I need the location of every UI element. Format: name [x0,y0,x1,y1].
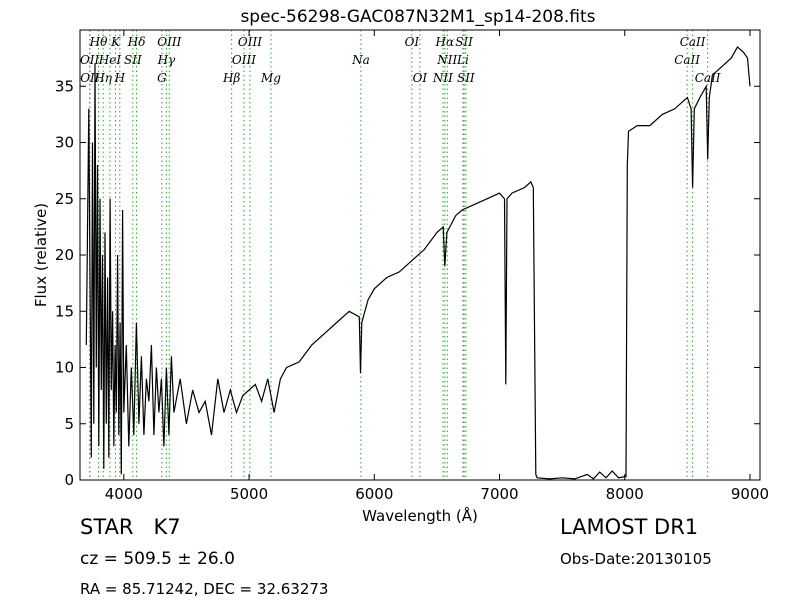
x-tick-label: 5000 [230,485,268,503]
spectral-line-label: Hβ [222,71,240,85]
spectral-line-label: Na [351,53,370,67]
survey: LAMOST DR1 [560,515,698,539]
spectral-line-label: OII [80,53,100,67]
x-tick-label: 9000 [731,485,769,503]
spectral-line-label: H [114,71,126,85]
spectral-line-label: K [110,35,121,49]
redshift: cz = 509.5 ± 26.0 [80,549,235,569]
spectral-line-label: Hα [435,35,455,49]
y-axis-label: Flux (relative) [32,203,50,307]
x-axis-label: Wavelength (Å) [362,506,478,525]
y-tick-label: 10 [55,359,74,377]
coordinates: RA = 85.71242, DEC = 32.63273 [80,580,328,598]
y-tick-label: 15 [55,302,74,320]
spectral-line-label: OI [413,71,428,85]
spectral-line-label: NII [432,71,453,85]
x-tick-label: 7000 [480,485,518,503]
chart-title: spec-56298-GAC087N32M1_sp14-208.fits [240,7,595,27]
spectral-line-label: SII [455,35,473,49]
spectral-line-label: NII [436,53,457,67]
spectral-line-label: OIII [232,53,256,67]
spectral-line-label: Hδ [127,35,146,49]
spectral-line-label: CaII [695,71,721,85]
spectral-line-label: Hη [93,71,112,85]
spectral-line-label: Hγ [157,53,176,67]
object-class: STAR K7 [80,515,181,539]
spectral-line-label: OIII [157,35,181,49]
x-tick-label: 8000 [606,485,644,503]
y-tick-label: 30 [55,134,74,152]
y-tick-label: 20 [55,246,74,264]
spectral-line-label: SII [124,53,142,67]
spectral-line-label: CaII [680,35,706,49]
spectral-line-label: G [157,71,167,85]
spectral-line-label: OI [405,35,420,49]
y-tick-label: 5 [64,415,74,433]
x-tick-label: 4000 [105,485,143,503]
obs-date: Obs-Date:20130105 [560,550,712,568]
spectral-line-label: OIII [238,35,262,49]
y-tick-label: 25 [55,190,74,208]
spectral-line-label: SII [457,71,475,85]
spectral-line-label: Hθ [89,35,108,49]
spectral-line-label: HeI [98,53,122,67]
y-tick-label: 35 [55,77,74,95]
spectral-line-label: CaII [674,53,700,67]
spectral-line-label: Mg [260,71,281,85]
spectral-line-label: Li [456,53,469,67]
x-tick-label: 6000 [355,485,393,503]
spectrum-line [85,45,751,480]
y-tick-label: 0 [64,471,74,489]
